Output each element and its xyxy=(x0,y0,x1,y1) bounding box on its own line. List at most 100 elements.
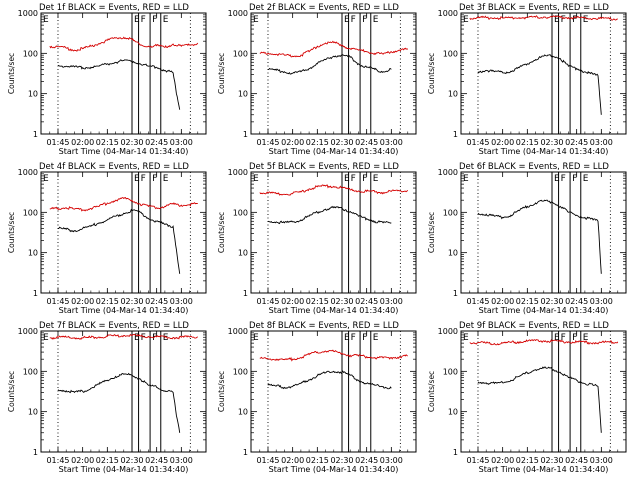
x-tick-label: 01:45 xyxy=(256,456,279,465)
x-tick-label: 02:30 xyxy=(330,297,353,306)
y-tick-label: 1000 xyxy=(438,168,458,177)
x-tick-label: 02:45 xyxy=(355,297,378,306)
flag-label: E xyxy=(373,15,379,25)
y-tick-label: 1000 xyxy=(228,168,248,177)
x-tick-label: 02:15 xyxy=(96,456,119,465)
x-tick-label: 03:00 xyxy=(170,297,193,306)
panel-title: Det 3f BLACK = Events, RED = LLD xyxy=(459,3,609,13)
x-tick-label: 02:30 xyxy=(120,297,143,306)
y-axis-label: Counts/sec xyxy=(7,212,16,253)
flag-label: F xyxy=(561,15,566,25)
y-tick-label: 10 xyxy=(448,408,458,417)
x-axis-label: Start Time (04-Mar-14 01:34:40) xyxy=(269,465,399,474)
x-axis-label: Start Time (04-Mar-14 01:34:40) xyxy=(269,147,399,156)
y-tick-label: 1000 xyxy=(18,168,38,177)
y-tick-label: 1000 xyxy=(438,327,458,336)
panel-title: Det 6f BLACK = Events, RED = LLD xyxy=(459,162,609,172)
y-tick-label: 1 xyxy=(243,130,248,139)
flag-label: E xyxy=(253,333,259,343)
events-series-line xyxy=(57,208,181,274)
x-tick-label: 02:00 xyxy=(491,456,514,465)
x-tick-label: 03:00 xyxy=(170,456,193,465)
y-axis-label: Counts/sec xyxy=(7,53,16,94)
y-tick-label: 1 xyxy=(243,289,248,298)
x-tick-label: 01:45 xyxy=(466,456,489,465)
x-tick-label: 01:45 xyxy=(46,138,69,147)
flag-label: E xyxy=(163,174,169,184)
x-tick-label: 02:45 xyxy=(565,138,588,147)
y-axis-label: Counts/sec xyxy=(427,212,436,253)
plot-frame xyxy=(460,171,627,294)
lld-series-line xyxy=(469,339,619,346)
plot-frame xyxy=(250,330,417,453)
flag-label: E xyxy=(583,15,589,25)
y-tick-label: 100 xyxy=(23,49,38,58)
x-tick-label: 03:00 xyxy=(590,297,613,306)
y-tick-label: 100 xyxy=(443,367,458,376)
x-tick-label: 01:45 xyxy=(466,138,489,147)
x-tick-label: 02:00 xyxy=(281,297,304,306)
x-axis-label: Start Time (04-Mar-14 01:34:40) xyxy=(59,465,189,474)
flag-label: F xyxy=(152,174,157,184)
x-tick-label: 02:00 xyxy=(491,297,514,306)
y-tick-label: 1 xyxy=(453,289,458,298)
y-tick-label: 10 xyxy=(448,249,458,258)
flag-label: F xyxy=(362,333,367,343)
y-tick-label: 10 xyxy=(238,90,248,99)
lld-series-line xyxy=(469,15,618,21)
y-tick-label: 10 xyxy=(28,408,38,417)
y-tick-label: 100 xyxy=(233,367,248,376)
panel-title: Det 7f BLACK = Events, RED = LLD xyxy=(39,321,189,331)
y-tick-label: 100 xyxy=(23,367,38,376)
x-tick-label: 02:00 xyxy=(71,456,94,465)
panel-det-9: Det 9f BLACK = Events, RED = LLD 1 10 100 10… xyxy=(427,321,627,474)
x-tick-label: 02:30 xyxy=(330,456,353,465)
x-tick-label: 02:45 xyxy=(145,138,168,147)
panel-title: Det 5f BLACK = Events, RED = LLD xyxy=(249,162,399,172)
flag-label: F xyxy=(561,333,566,343)
y-tick-label: 100 xyxy=(443,208,458,217)
flag-label: E xyxy=(554,333,560,343)
x-tick-label: 02:30 xyxy=(540,456,563,465)
x-tick-label: 02:30 xyxy=(120,138,143,147)
flag-label: F xyxy=(572,174,577,184)
y-tick-label: 1 xyxy=(33,289,38,298)
y-tick-label: 1000 xyxy=(18,9,38,18)
y-tick-label: 1 xyxy=(453,130,458,139)
y-tick-label: 1000 xyxy=(228,327,248,336)
lld-series-line xyxy=(259,184,409,196)
flag-label: E xyxy=(463,333,469,343)
x-tick-label: 01:45 xyxy=(46,456,69,465)
flag-label: E xyxy=(554,15,560,25)
y-tick-label: 1000 xyxy=(18,327,38,336)
x-tick-label: 02:15 xyxy=(96,138,119,147)
x-tick-label: 02:15 xyxy=(516,297,539,306)
flag-label: E xyxy=(134,333,140,343)
x-tick-label: 03:00 xyxy=(380,297,403,306)
lld-series-line xyxy=(259,349,409,362)
events-series-line xyxy=(477,199,602,274)
flag-label: E xyxy=(583,174,589,184)
x-tick-label: 01:45 xyxy=(46,297,69,306)
flag-label: F xyxy=(141,15,146,25)
panel-det-4: Det 4f BLACK = Events, RED = LLD 1 10 100 10… xyxy=(7,162,207,315)
y-axis-label: Counts/sec xyxy=(427,371,436,412)
events-series-line xyxy=(267,370,392,390)
panel-det-1: Det 1f BLACK = Events, RED = LLD 1 10 100 10… xyxy=(7,3,207,156)
flag-label: E xyxy=(344,333,350,343)
x-tick-label: 02:15 xyxy=(306,297,329,306)
x-tick-label: 02:45 xyxy=(565,297,588,306)
plot-frame xyxy=(40,171,207,294)
y-tick-label: 1000 xyxy=(438,9,458,18)
lld-series-line xyxy=(49,196,198,212)
flag-label: E xyxy=(583,333,589,343)
flag-label: F xyxy=(351,333,356,343)
x-tick-label: 03:00 xyxy=(170,138,193,147)
lld-series-line xyxy=(49,333,199,340)
x-tick-label: 02:15 xyxy=(516,456,539,465)
flag-label: F xyxy=(362,174,367,184)
flag-label: E xyxy=(43,333,49,343)
y-tick-label: 100 xyxy=(443,49,458,58)
